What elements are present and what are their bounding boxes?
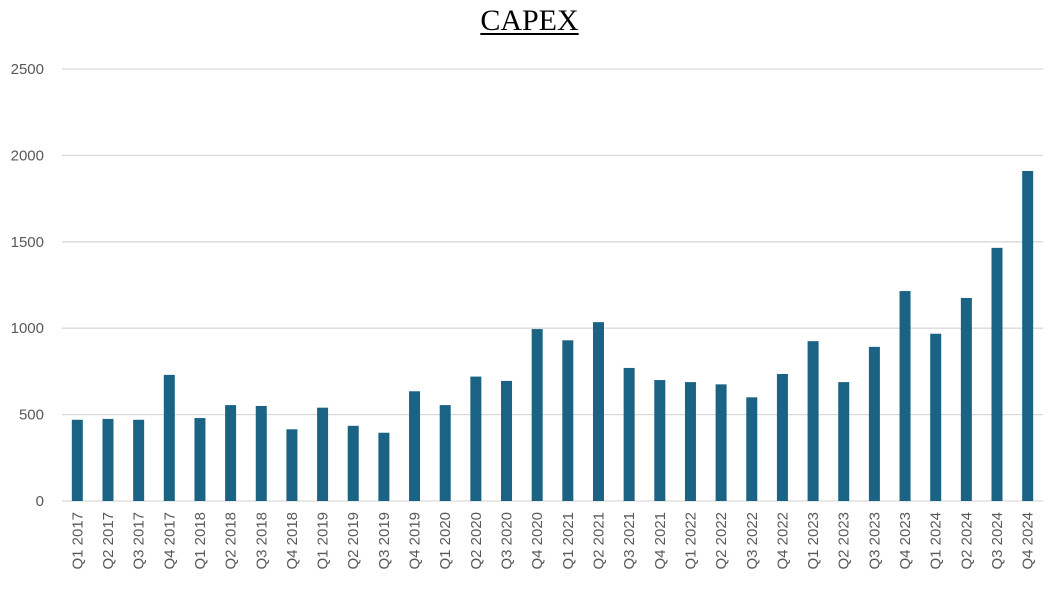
x-tick-label: Q2 2019	[345, 512, 362, 570]
bar	[439, 405, 451, 501]
bar	[317, 407, 329, 501]
x-tick-label: Q3 2020	[499, 512, 516, 570]
y-tick-label: 2500	[11, 61, 44, 78]
x-tick-label: Q4 2019	[407, 512, 424, 570]
x-tick-label: Q2 2022	[713, 512, 730, 570]
x-tick-label: Q4 2021	[652, 512, 669, 570]
bar	[684, 382, 696, 501]
bars	[71, 170, 1034, 501]
bar	[838, 382, 850, 501]
y-tick-label: 500	[19, 407, 44, 424]
bar	[899, 291, 911, 501]
bar	[470, 376, 482, 501]
bar	[807, 341, 819, 501]
x-tick-label: Q4 2018	[284, 512, 301, 570]
bar	[960, 297, 972, 501]
bar	[163, 374, 175, 501]
bar	[225, 405, 237, 501]
chart-title: CAPEX	[480, 4, 579, 37]
x-tick-label: Q1 2023	[805, 512, 822, 570]
x-tick-label: Q1 2022	[682, 512, 699, 570]
bar	[746, 397, 758, 501]
bar	[133, 419, 145, 501]
bar	[71, 419, 83, 501]
x-tick-label: Q2 2020	[468, 512, 485, 570]
bar	[286, 429, 298, 501]
bar	[715, 384, 727, 501]
bar	[194, 418, 206, 501]
x-tick-label: Q3 2018	[253, 512, 270, 570]
y-tick-label: 1000	[11, 320, 44, 337]
x-tick-label: Q2 2023	[836, 512, 853, 570]
bar	[531, 329, 543, 501]
x-axis-ticks: Q1 2017 Q2 2017 Q3 2017 Q4 2017 Q1 2018 Q2 20…	[69, 512, 1036, 570]
x-tick-label: Q4 2017	[161, 512, 178, 570]
x-tick-label: Q1 2021	[560, 512, 577, 570]
bar	[930, 333, 942, 501]
x-tick-label: Q2 2024	[958, 512, 975, 570]
y-tick-label: 1500	[11, 234, 44, 251]
x-tick-label: Q4 2022	[774, 512, 791, 570]
x-tick-label: Q2 2017	[100, 512, 117, 570]
bar	[1022, 170, 1034, 501]
bar	[592, 322, 604, 501]
x-tick-label: Q2 2021	[590, 512, 607, 570]
x-tick-label: Q3 2022	[744, 512, 761, 570]
bar	[102, 418, 114, 501]
x-tick-label: Q2 2018	[223, 512, 240, 570]
bar	[562, 340, 574, 501]
bar	[255, 405, 267, 501]
bar	[654, 380, 666, 501]
x-tick-label: Q4 2020	[529, 512, 546, 570]
y-tick-label: 2000	[11, 147, 44, 164]
bar	[623, 367, 635, 501]
bar	[378, 432, 390, 501]
x-tick-label: Q3 2021	[621, 512, 638, 570]
bar	[501, 380, 513, 501]
bar	[991, 247, 1003, 501]
bar	[776, 373, 788, 501]
x-tick-label: Q1 2024	[928, 512, 945, 570]
x-tick-label: Q1 2019	[315, 512, 332, 570]
x-tick-label: Q4 2024	[1020, 512, 1037, 570]
x-tick-label: Q4 2023	[897, 512, 914, 570]
x-tick-label: Q3 2023	[866, 512, 883, 570]
x-tick-label: Q1 2018	[192, 512, 209, 570]
bar	[868, 346, 880, 501]
x-tick-label: Q1 2017	[69, 512, 86, 570]
bar	[347, 425, 359, 501]
bar	[409, 391, 421, 501]
x-tick-label: Q3 2024	[989, 512, 1006, 570]
x-tick-label: Q1 2020	[437, 512, 454, 570]
gridlines	[62, 68, 1043, 502]
x-tick-label: Q3 2017	[131, 512, 148, 570]
y-tick-label: 0	[36, 493, 44, 510]
x-tick-label: Q3 2019	[376, 512, 393, 570]
y-axis-ticks: 0 500 1000 1500 2000 2500	[11, 61, 44, 510]
